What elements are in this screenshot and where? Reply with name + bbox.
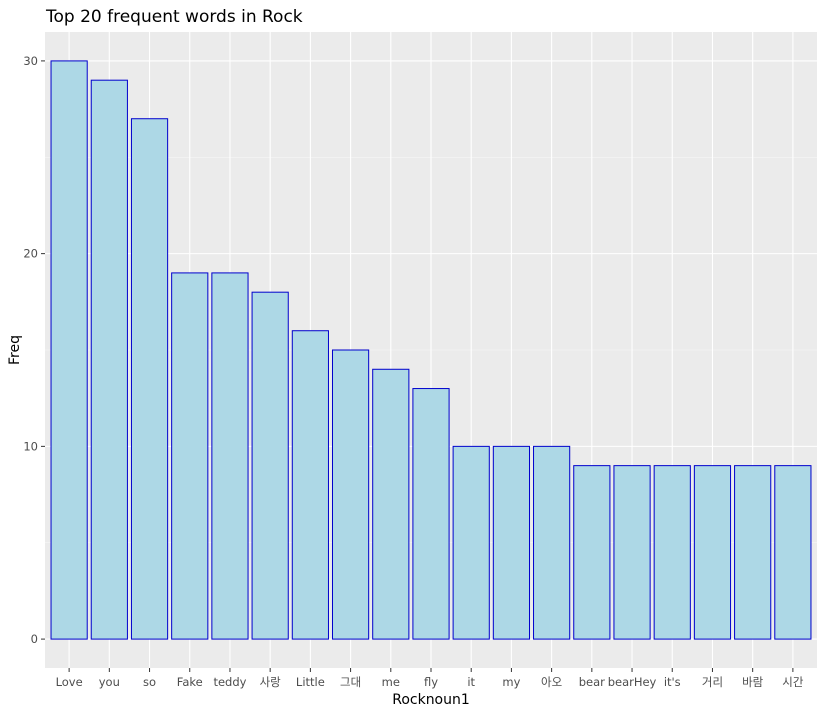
bar: [372, 368, 410, 640]
x-tick-label: fly: [424, 675, 438, 689]
x-tick-label: bear: [579, 675, 605, 689]
y-tick-label: 10: [23, 439, 38, 453]
bar: [331, 349, 370, 640]
bar: [533, 445, 571, 640]
y-axis-title: Freq: [7, 335, 23, 365]
x-tick-label: teddy: [213, 675, 246, 689]
bar: [130, 118, 169, 640]
bar: [291, 330, 329, 640]
bar: [653, 465, 691, 640]
bar: [734, 465, 772, 640]
x-tick-label: Fake: [177, 675, 203, 689]
y-tick-label: 30: [23, 54, 38, 68]
x-tick-label: 거리: [702, 675, 723, 689]
x-tick-label: Little: [296, 675, 325, 689]
bar: [251, 291, 289, 640]
bars: [50, 60, 812, 640]
x-tick-label: 시간: [782, 675, 804, 689]
bar: [774, 465, 812, 640]
x-tick-label: it's: [664, 675, 681, 689]
bar: [171, 272, 209, 640]
y-tick-label: 20: [23, 247, 38, 261]
bar: [573, 465, 611, 640]
x-axis-title: Rocknoun1: [392, 692, 470, 708]
bar: [412, 388, 450, 640]
bar: [693, 465, 732, 640]
bar: [492, 445, 531, 640]
bar: [452, 445, 490, 640]
bar: [90, 79, 128, 640]
x-tick-label: it: [467, 675, 475, 689]
y-axis: 0 10 20 30: [23, 54, 45, 646]
x-tick-label: me: [382, 675, 400, 689]
x-tick-label: you: [99, 675, 120, 689]
x-tick-label: bearHey: [608, 675, 657, 689]
x-tick-label: 사랑: [260, 675, 282, 689]
x-tick-label: so: [143, 675, 156, 689]
x-tick-label: 그대: [340, 675, 361, 689]
bar: [613, 465, 651, 640]
x-tick-label: Love: [56, 675, 83, 689]
chart-title: Top 20 frequent words in Rock: [45, 7, 303, 27]
x-tick-label: my: [502, 675, 520, 689]
x-axis: Love you so Fake teddy 사랑 Little 그대 me fly it my 아오 b…: [56, 668, 804, 689]
bar: [211, 272, 249, 640]
y-tick-label: 0: [31, 632, 38, 646]
x-tick-label: 아오: [541, 675, 562, 689]
bar: [50, 60, 88, 640]
x-tick-label: 바람: [742, 675, 764, 689]
